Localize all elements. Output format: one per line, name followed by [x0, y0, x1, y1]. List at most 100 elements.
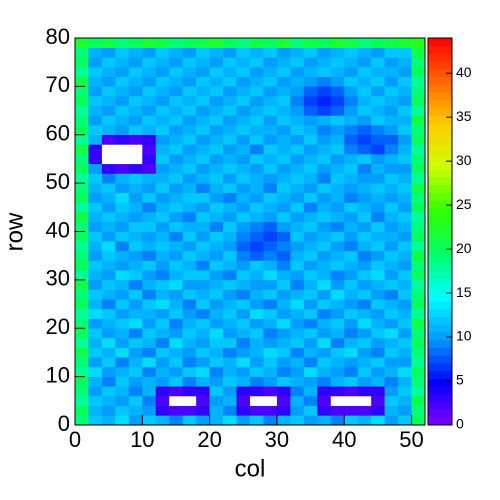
cell: [384, 337, 399, 348]
cell: [223, 318, 237, 329]
cell: [250, 337, 264, 348]
cell: [169, 318, 183, 329]
cell: [223, 241, 237, 252]
cell: [142, 347, 157, 358]
cell: [169, 86, 183, 97]
cell: [101, 212, 116, 223]
cell: [75, 202, 89, 213]
cell: [398, 299, 412, 310]
cell: [276, 270, 291, 281]
cell: [88, 163, 103, 174]
cell: [303, 357, 318, 368]
cell: [115, 318, 130, 329]
cell: [128, 76, 143, 87]
cell: [182, 212, 197, 223]
cell: [384, 202, 399, 213]
cell: [101, 299, 116, 310]
cell: [276, 202, 291, 213]
cell: [115, 173, 130, 184]
color-band: [428, 38, 452, 47]
cell: [303, 260, 318, 271]
cell: [101, 202, 116, 213]
cell: [384, 115, 399, 126]
cell: [317, 67, 332, 77]
cell: [344, 105, 358, 116]
cell: [303, 183, 318, 194]
cell: [75, 366, 89, 377]
cell: [411, 328, 426, 339]
cell: [88, 260, 103, 271]
cell: [250, 221, 264, 232]
cell: [411, 115, 426, 126]
color-band: [428, 254, 452, 263]
cell: [196, 231, 210, 242]
cell: [384, 67, 399, 77]
cell: [250, 134, 264, 145]
cell: [88, 299, 103, 310]
color-band: [428, 123, 452, 132]
cell: [398, 38, 412, 48]
cell: [317, 202, 332, 213]
cell: [344, 337, 358, 348]
cell: [317, 76, 332, 87]
cell: [317, 347, 332, 358]
cell: [290, 202, 305, 213]
cell: [223, 67, 237, 77]
color-band: [428, 185, 452, 194]
color-band: [428, 107, 452, 116]
cell: [155, 318, 170, 329]
x-tick-label: 50: [399, 427, 423, 452]
cell: [263, 125, 278, 136]
cell: [303, 76, 318, 87]
cell: [75, 144, 89, 155]
cell: [182, 241, 197, 252]
cell: [101, 395, 116, 406]
cell: [155, 376, 170, 387]
cell: [357, 318, 372, 329]
cell: [303, 250, 318, 261]
cell: [357, 76, 372, 87]
cell: [196, 270, 210, 281]
cell: [155, 125, 170, 136]
cell: [101, 250, 116, 261]
cell: [142, 183, 157, 194]
cell: [169, 250, 183, 261]
cell: [303, 212, 318, 223]
cell: [303, 202, 318, 213]
cell: [142, 260, 157, 271]
cell: [223, 386, 237, 397]
cell: [384, 47, 399, 58]
cell: [317, 405, 332, 416]
cell: [303, 57, 318, 68]
cell: [88, 57, 103, 68]
cell: [371, 134, 385, 145]
cell: [303, 405, 318, 416]
cell: [182, 250, 197, 261]
cell: [411, 347, 426, 358]
cell: [371, 415, 385, 426]
cell: [182, 202, 197, 213]
cell: [236, 202, 251, 213]
cell: [384, 318, 399, 329]
cell: [250, 57, 264, 68]
cell: [344, 76, 358, 87]
cell: [196, 67, 210, 77]
x-tick-label: 20: [197, 427, 221, 452]
z-tick-label: 40: [456, 64, 472, 80]
cell: [303, 47, 318, 58]
cell: [411, 47, 426, 58]
cell: [128, 357, 143, 368]
cell: [276, 163, 291, 174]
cell: [317, 47, 332, 58]
cell: [384, 163, 399, 174]
cell: [398, 308, 412, 319]
cell: [209, 318, 224, 329]
cell: [371, 192, 385, 203]
cell: [169, 366, 183, 377]
cell: [263, 308, 278, 319]
cell: [303, 163, 318, 174]
cell: [317, 144, 332, 155]
cell: [128, 328, 143, 339]
cell: [398, 405, 412, 416]
cell: [344, 289, 358, 300]
